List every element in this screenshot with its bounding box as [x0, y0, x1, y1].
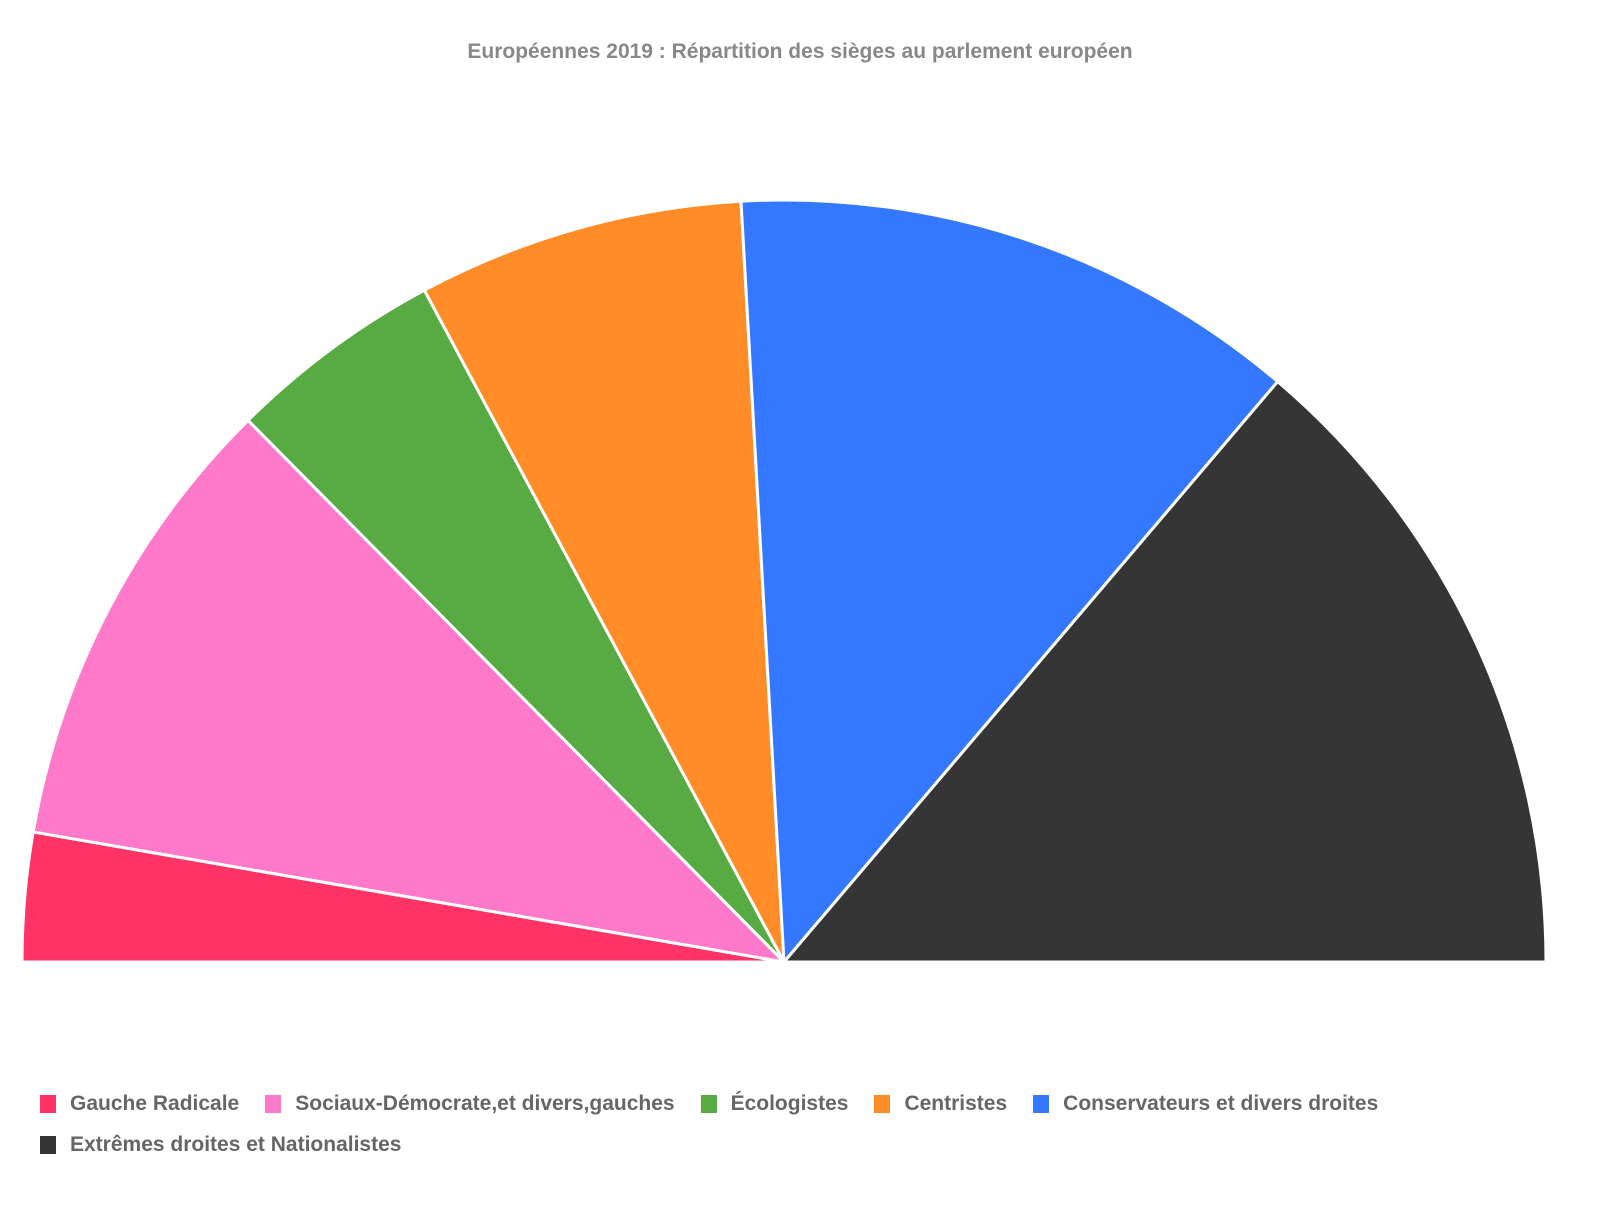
- legend-item-ecologistes[interactable]: Écologistes: [700, 1092, 849, 1116]
- legend-swatch: [265, 1095, 282, 1113]
- legend-label: Centristes: [904, 1092, 1008, 1115]
- legend-item-gauche-radicale[interactable]: Gauche Radicale: [40, 1092, 239, 1116]
- pie-slice-centristes[interactable]: [422, 199, 786, 964]
- chart-title: Européennes 2019 : Répartition des siège…: [467, 40, 1133, 63]
- pie-slice-ecologistes[interactable]: [246, 288, 786, 964]
- pie-slice-conservateurs-et-divers-droites[interactable]: [739, 198, 1280, 964]
- legend-label: Extrêmes droites et Nationalistes: [70, 1133, 402, 1156]
- legend-swatch: [700, 1095, 717, 1113]
- pie-slice-extremes-droites-et-nationalistes[interactable]: [782, 380, 1548, 964]
- legend-item-sociaux-democrate-et-divers-gauches[interactable]: Sociaux-Démocrate,et divers,gauches: [265, 1092, 675, 1116]
- legend-swatch: [40, 1095, 56, 1113]
- legend-item-conservateurs-et-divers-droites[interactable]: Conservateurs et divers droites: [1033, 1092, 1378, 1116]
- legend-label: Conservateurs et divers droites: [1063, 1092, 1379, 1115]
- pie-slice-sociaux-democrate-et-divers-gauches[interactable]: [31, 418, 786, 964]
- legend-label: Gauche Radicale: [70, 1092, 240, 1115]
- legend-item-centristes[interactable]: Centristes: [874, 1092, 1007, 1116]
- legend-label: Écologistes: [730, 1092, 849, 1115]
- legend-item-extremes-droites-et-nationalistes[interactable]: Extrêmes droites et Nationalistes: [40, 1133, 401, 1157]
- legend-swatch: [1033, 1095, 1050, 1113]
- legend-swatch: [874, 1095, 891, 1113]
- legend-swatch: [40, 1136, 56, 1154]
- legend: Gauche Radicale Sociaux-Démocrate,et dive…: [40, 1092, 1580, 1157]
- legend-label: Sociaux-Démocrate,et divers,gauches: [295, 1092, 675, 1115]
